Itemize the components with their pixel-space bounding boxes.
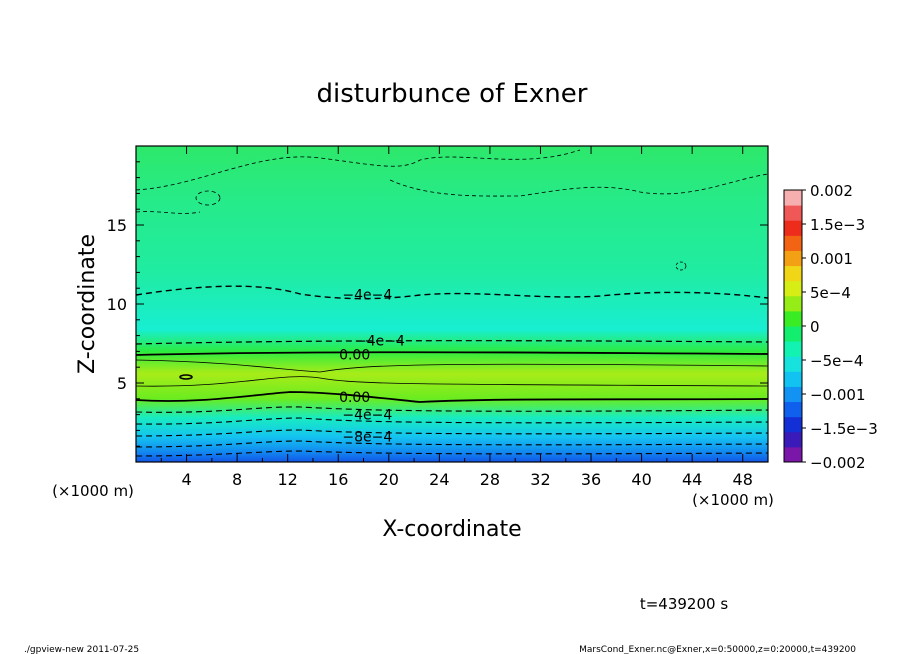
- x-tick-label: 4: [181, 470, 191, 489]
- colorbar-swatch: [784, 386, 802, 403]
- colorbar-swatch: [784, 326, 802, 342]
- x-axis-ticks: 4 8 12 16 20 24 28 32 36 40 44 48: [160, 146, 753, 489]
- x-tick-label: 48: [733, 470, 753, 489]
- colorbar-swatch: [784, 235, 802, 251]
- y-tick-label: 15: [107, 216, 127, 235]
- contour-line: [136, 391, 768, 403]
- contour-label: −4e−4: [342, 408, 392, 424]
- colorbar-swatch: [784, 356, 802, 372]
- x-tick-label: 32: [530, 470, 550, 489]
- contour-line: [195, 190, 221, 206]
- contour-line: [136, 351, 768, 356]
- colorbar-swatch: [784, 250, 802, 267]
- chart-title: disturbunce of Exner: [317, 79, 588, 109]
- contour-label: −8e−4: [342, 430, 392, 446]
- x-tick-label: 24: [429, 470, 449, 489]
- contour-line: [136, 211, 201, 214]
- contour-line: [136, 149, 581, 191]
- footer-right: MarsCond_Exner.nc@Exner,x=0:50000,z=0:20…: [579, 645, 856, 654]
- z-unit-label: (×1000 m): [52, 482, 134, 500]
- x-unit-label: (×1000 m): [692, 491, 774, 509]
- colorbar-swatch: [784, 265, 802, 282]
- colorbar-swatch: [784, 220, 802, 236]
- contour-field: [136, 146, 768, 462]
- colorbar-label: 0: [810, 318, 820, 336]
- colorbar-swatch: [784, 446, 802, 463]
- contour-line: [675, 261, 687, 271]
- x-tick-label: 8: [232, 470, 242, 489]
- x-tick-label: 36: [581, 470, 601, 489]
- contour-line: [136, 376, 768, 387]
- colorbar-swatch: [784, 401, 802, 418]
- y-axis-ticks: 5 10 15: [107, 161, 768, 447]
- colorbar-label: 0.002: [810, 182, 853, 200]
- x-tick-label: 12: [278, 470, 298, 489]
- contour-label: 0.00: [339, 348, 370, 364]
- y-tick-label: 10: [107, 295, 127, 314]
- y-axis-label: Z-coordinate: [75, 234, 100, 374]
- footer-left: ./gpview-new 2011-07-25: [24, 645, 139, 654]
- colorbar-label: −0.002: [810, 454, 866, 472]
- contour-line: [136, 429, 768, 437]
- colorbar-label: −0.001: [810, 386, 866, 404]
- x-tick-label: 40: [631, 470, 651, 489]
- contour-line: [136, 450, 768, 457]
- y-tick-label: 5: [117, 374, 127, 393]
- colorbar-swatch: [784, 416, 802, 433]
- contour-label: 0.00: [339, 390, 370, 406]
- contour-label: −4e−4: [355, 333, 405, 349]
- colorbar: [783, 189, 803, 463]
- x-tick-label: 16: [328, 470, 348, 489]
- colorbar-label: −5e−4: [810, 352, 863, 370]
- contour-line: [136, 406, 768, 413]
- contour-line: [179, 374, 193, 380]
- colorbar-swatch: [784, 190, 802, 206]
- colorbar-swatch: [784, 431, 802, 448]
- colorbar-swatch: [784, 280, 802, 297]
- contour-line: [136, 440, 768, 448]
- contour-labels: −4e−4−4e−40.000.00−4e−4−8e−4: [339, 288, 405, 446]
- colorbar-labels: 0.002 1.5e−3 0.001 5e−4 0 −5e−4 −0.001 −1.5e−3 −…: [802, 182, 878, 472]
- contour-line: [136, 285, 768, 300]
- contour-line: [389, 173, 768, 197]
- contour-line: [136, 359, 768, 373]
- colorbar-label: 1.5e−3: [810, 216, 865, 234]
- plot-area: [136, 146, 768, 462]
- contour-line: [136, 340, 768, 345]
- contour-label: −4e−4: [342, 288, 392, 304]
- time-label: t=439200 s: [640, 595, 728, 613]
- x-axis-label: X-coordinate: [382, 517, 521, 542]
- colorbar-label: 5e−4: [810, 284, 851, 302]
- x-tick-label: 20: [379, 470, 399, 489]
- colorbar-label: −1.5e−3: [810, 420, 878, 438]
- colorbar-swatch: [784, 205, 802, 221]
- colorbar-swatch: [784, 310, 802, 327]
- x-tick-label: 44: [682, 470, 702, 489]
- colorbar-swatch: [784, 341, 802, 357]
- x-tick-label: 28: [480, 470, 500, 489]
- colorbar-label: 0.001: [810, 250, 853, 268]
- colorbar-swatch: [784, 371, 802, 387]
- colorbar-swatch: [784, 295, 802, 312]
- contour-line: [136, 417, 768, 425]
